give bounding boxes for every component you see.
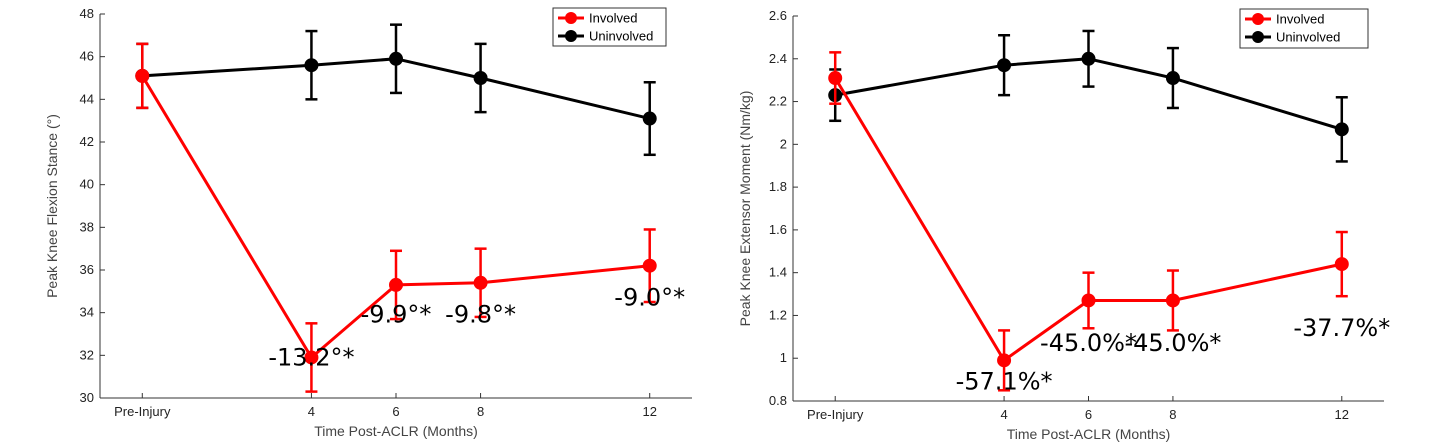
data-point xyxy=(389,51,403,66)
legend-marker xyxy=(565,12,577,24)
y-tick-label: 2.4 xyxy=(769,51,787,66)
legend-label: Uninvolved xyxy=(1276,30,1340,45)
series-involved xyxy=(135,42,657,393)
annotation-label: -9.9°* xyxy=(361,301,432,329)
annotation-label: -13.2°* xyxy=(268,343,354,371)
data-point xyxy=(1165,71,1180,86)
x-axis-title: Time Post-ACLR (Months) xyxy=(1007,426,1171,442)
data-point xyxy=(1081,293,1096,308)
x-tick-label: 6 xyxy=(392,404,399,419)
y-tick-label: 2.6 xyxy=(769,8,787,23)
data-point xyxy=(642,111,657,126)
y-tick-label: 46 xyxy=(80,49,94,64)
y-tick-label: 1.6 xyxy=(769,222,787,237)
annotation-label: -45.0%* xyxy=(1124,329,1221,357)
data-point xyxy=(304,58,319,73)
legend-marker xyxy=(1252,13,1264,25)
x-tick-label: 4 xyxy=(308,404,315,419)
x-tick-label: 12 xyxy=(1335,407,1349,422)
y-tick-label: 1.8 xyxy=(769,179,787,194)
data-point xyxy=(389,277,403,292)
y-tick-label: 30 xyxy=(80,390,94,405)
data-point xyxy=(642,258,657,273)
x-tick-label: 8 xyxy=(1169,407,1176,422)
y-tick-label: 36 xyxy=(80,262,94,277)
data-point xyxy=(828,71,843,86)
data-point xyxy=(135,68,150,83)
data-point xyxy=(473,71,488,85)
y-tick-label: 40 xyxy=(80,177,94,192)
x-tick-label: 6 xyxy=(1085,407,1092,422)
x-tick-label: 12 xyxy=(642,404,656,419)
annotation-label: -9.0°* xyxy=(614,284,685,312)
annotation-label: -37.7%* xyxy=(1293,314,1390,342)
y-tick-label: 1 xyxy=(780,350,787,365)
y-tick-label: 2 xyxy=(780,136,787,151)
legend-marker xyxy=(1252,31,1264,43)
y-axis-title: Peak Knee Extensor Moment (Nm/kg) xyxy=(737,91,753,327)
annotation-label: -45.0%* xyxy=(1040,329,1137,357)
y-tick-label: 38 xyxy=(80,219,94,234)
series-involved xyxy=(828,51,1349,392)
x-tick-label: Pre-Injury xyxy=(114,404,171,419)
x-axis-title: Time Post-ACLR (Months) xyxy=(314,423,478,439)
data-point xyxy=(1334,122,1349,137)
legend-label: Uninvolved xyxy=(589,29,653,44)
x-tick-label: Pre-Injury xyxy=(807,407,864,422)
legend: Involved Uninvolved xyxy=(552,7,667,47)
data-point xyxy=(1081,51,1096,66)
y-tick-label: 2.2 xyxy=(769,94,787,109)
y-tick-label: 34 xyxy=(80,305,94,320)
y-tick-label: 1.4 xyxy=(769,265,787,280)
legend: Involved Uninvolved xyxy=(1239,8,1369,49)
data-point xyxy=(304,350,319,365)
data-point xyxy=(1165,293,1180,308)
y-tick-label: 32 xyxy=(80,347,94,362)
y-tick-label: 1.2 xyxy=(769,307,787,322)
y-tick-label: 48 xyxy=(80,6,94,21)
data-point xyxy=(1334,257,1349,272)
y-tick-label: 42 xyxy=(80,134,94,149)
series-uninvolved xyxy=(828,29,1349,163)
y-tick-label: 44 xyxy=(80,91,94,106)
legend-label: Involved xyxy=(589,11,637,26)
data-point xyxy=(997,353,1012,368)
extensor-moment-chart: 0.8 1 1.2 1.4 1.6 1.8 2 2.2 2.4 2.6 Pre-Injury 4 6 8 1… xyxy=(737,8,1390,442)
x-tick-label: 4 xyxy=(1000,407,1007,422)
x-tick-label: 8 xyxy=(477,404,484,419)
data-point xyxy=(473,275,488,290)
data-point xyxy=(997,58,1012,73)
legend-label: Involved xyxy=(1276,12,1324,27)
y-tick-label: 0.8 xyxy=(769,393,787,408)
annotation-label: -9.8°* xyxy=(445,301,516,329)
legend-marker xyxy=(565,30,577,42)
annotation-label: -57.1%* xyxy=(956,368,1053,396)
y-axis-title: Peak Knee Flexion Stance (°) xyxy=(44,114,60,298)
